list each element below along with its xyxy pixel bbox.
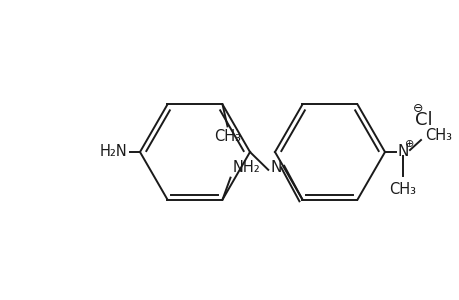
- Text: N: N: [397, 145, 409, 160]
- Text: NH₂: NH₂: [232, 160, 260, 175]
- Text: H₂N: H₂N: [99, 145, 127, 160]
- Text: CH₃: CH₃: [389, 182, 415, 197]
- Text: ⊖: ⊖: [412, 102, 423, 115]
- Text: ⊕: ⊕: [404, 139, 414, 149]
- Text: Cl: Cl: [414, 111, 431, 129]
- Text: CH₃: CH₃: [213, 129, 241, 144]
- Text: CH₃: CH₃: [424, 128, 451, 143]
- Text: N: N: [270, 160, 281, 175]
